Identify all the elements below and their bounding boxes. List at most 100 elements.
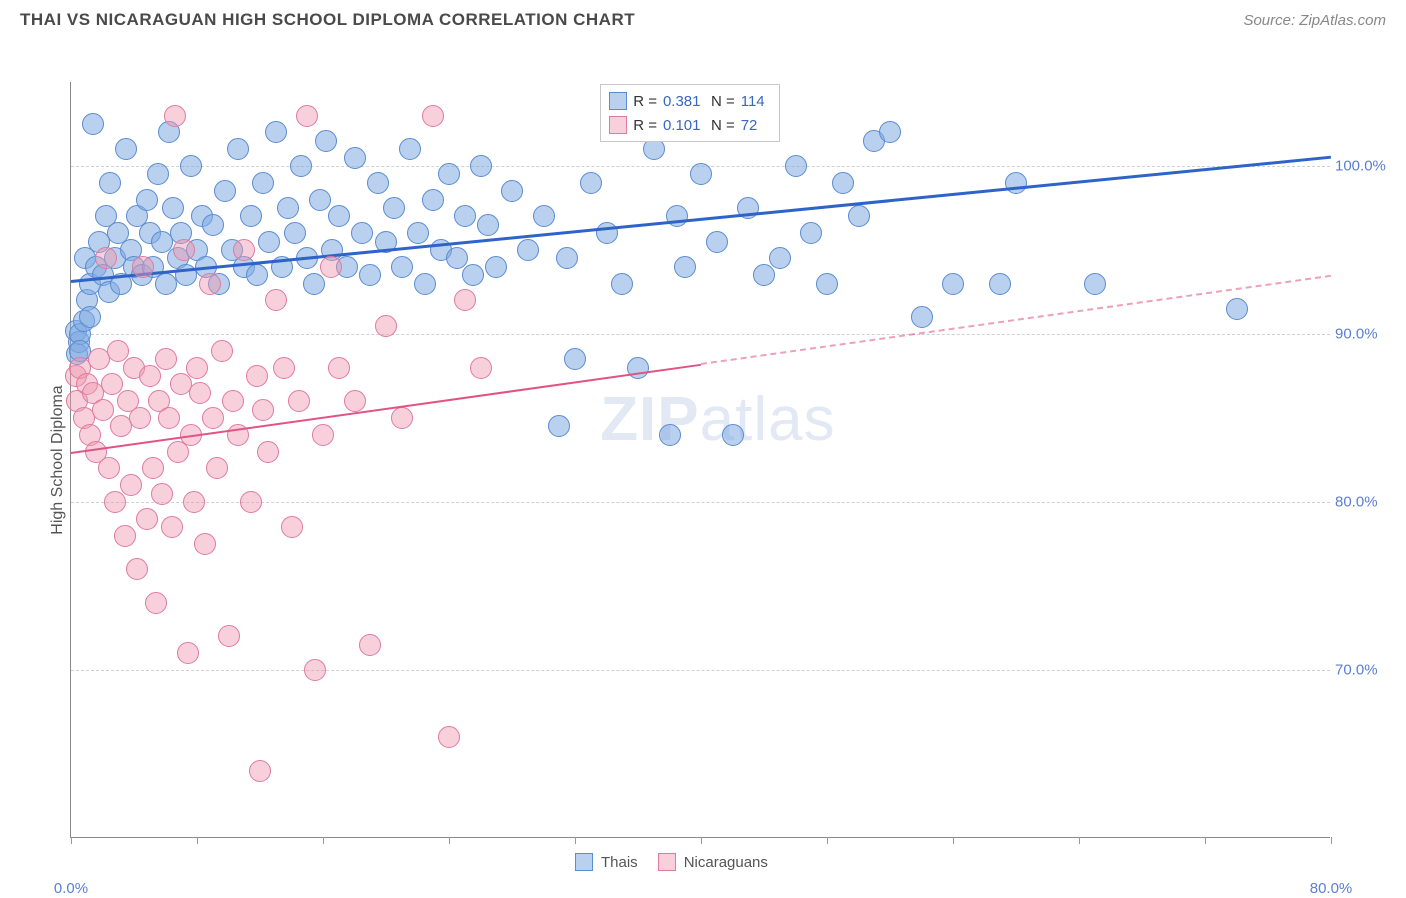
scatter-point [183,491,205,513]
scatter-point [462,264,484,286]
scatter-point [375,315,397,337]
xtick [1331,837,1332,844]
scatter-point [328,205,350,227]
legend-r-value: 0.101 [663,117,705,134]
legend-swatch [609,92,627,110]
gridline [71,334,1330,335]
legend-n-value: 114 [741,93,771,110]
stats-legend-row: R = 0.381N = 114 [609,89,771,113]
scatter-point [344,390,366,412]
scatter-point [281,516,303,538]
scatter-point [690,163,712,185]
scatter-point [391,256,413,278]
scatter-point [477,214,499,236]
scatter-point [79,306,101,328]
legend-r-value: 0.381 [663,93,705,110]
scatter-point [800,222,822,244]
scatter-point [454,205,476,227]
scatter-point [1226,298,1248,320]
scatter-point [151,483,173,505]
scatter-point [911,306,933,328]
scatter-point [438,726,460,748]
scatter-point [277,197,299,219]
legend-n-label: N = [711,93,735,110]
scatter-point [304,659,326,681]
ytick-label: 100.0% [1335,158,1395,175]
scatter-point [139,365,161,387]
series-legend: Thais Nicaraguans [575,853,768,871]
scatter-point [222,390,244,412]
chart-title: THAI VS NICARAGUAN HIGH SCHOOL DIPLOMA C… [20,10,635,30]
xtick [323,837,324,844]
scatter-point [753,264,775,286]
scatter-point [359,634,381,656]
scatter-point [145,592,167,614]
scatter-point [129,407,151,429]
yaxis-title: High School Diploma [49,385,67,534]
scatter-point [240,205,262,227]
scatter-point [328,357,350,379]
scatter-point [879,121,901,143]
scatter-point [114,525,136,547]
scatter-point [265,289,287,311]
scatter-point [202,407,224,429]
scatter-point [136,189,158,211]
legend-swatch [609,116,627,134]
scatter-point [290,155,312,177]
scatter-point [155,348,177,370]
scatter-point [246,264,268,286]
scatter-point [206,457,228,479]
scatter-point [666,205,688,227]
scatter-point [257,441,279,463]
scatter-point [816,273,838,295]
scatter-point [120,474,142,496]
scatter-point [722,424,744,446]
scatter-point [706,231,728,253]
scatter-point [249,760,271,782]
xtick [1079,837,1080,844]
correlation-chart: 70.0%80.0%90.0%100.0%0.0%80.0%High Schoo… [20,38,1406,898]
chart-source: Source: ZipAtlas.com [1243,12,1386,29]
trend-line [701,275,1331,365]
scatter-point [548,415,570,437]
xtick-label: 80.0% [1310,880,1353,897]
xtick [71,837,72,844]
legend-r-label: R = [633,117,657,134]
scatter-point [214,180,236,202]
scatter-point [485,256,507,278]
scatter-point [470,155,492,177]
scatter-point [132,256,154,278]
scatter-point [142,457,164,479]
series-legend-label: Thais [601,854,638,871]
scatter-point [194,533,216,555]
scatter-point [164,105,186,127]
scatter-point [351,222,373,244]
scatter-point [556,247,578,269]
scatter-point [296,105,318,127]
scatter-point [92,399,114,421]
scatter-point [399,138,421,160]
scatter-point [422,105,444,127]
scatter-point [147,163,169,185]
scatter-point [832,172,854,194]
scatter-point [407,222,429,244]
scatter-point [177,642,199,664]
scatter-point [383,197,405,219]
scatter-point [104,491,126,513]
scatter-point [82,113,104,135]
scatter-point [186,357,208,379]
scatter-point [258,231,280,253]
xtick [449,837,450,844]
scatter-point [246,365,268,387]
scatter-point [99,172,121,194]
scatter-point [454,289,476,311]
xtick-label: 0.0% [54,880,88,897]
xtick [1205,837,1206,844]
scatter-point [1084,273,1106,295]
plot-area: 70.0%80.0%90.0%100.0%0.0%80.0%High Schoo… [70,82,1330,838]
scatter-point [501,180,523,202]
scatter-point [769,247,791,269]
stats-legend-row: R = 0.101N = 72 [609,113,771,137]
scatter-point [309,189,331,211]
series-legend-item: Nicaraguans [658,853,768,871]
